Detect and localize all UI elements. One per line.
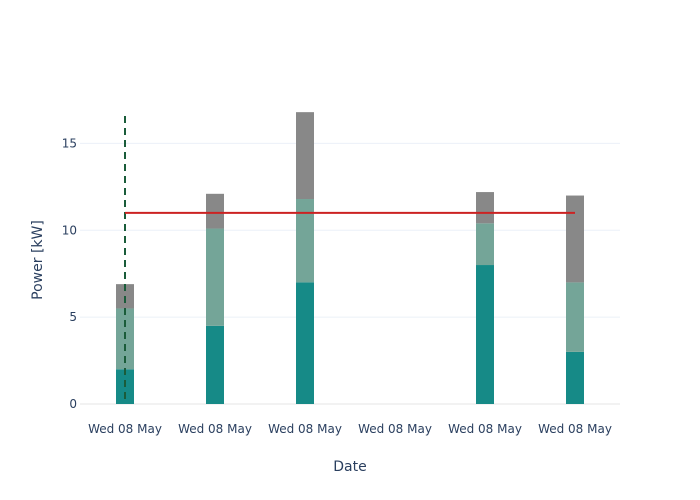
x-tick-label: Wed 08 May [268,422,342,436]
x-tick-labels: Wed 08 May Wed 08 May Wed 08 May Wed 08 May… [88,422,612,436]
bar-segment-0[interactable] [566,351,584,404]
bar-segment-1[interactable] [206,228,224,326]
x-tick-label: Wed 08 May [88,422,162,436]
x-axis-title: Date [333,459,366,475]
bar-segment-0[interactable] [206,325,224,404]
bar-segment-0[interactable] [296,282,314,404]
bar-segment-1[interactable] [566,282,584,352]
bar-segment-1[interactable] [476,223,494,266]
y-tick-label: 5 [69,310,77,324]
y-tick-label: 15 [62,136,77,150]
bar-segment-0[interactable] [476,265,494,404]
y-axis-title: Power [kW] [30,220,46,300]
bars [116,112,584,404]
bar-segment-2[interactable] [206,193,224,229]
bar-segment-2[interactable] [566,195,584,283]
overlay-lines [124,116,575,404]
x-tick-label: Wed 08 May [538,422,612,436]
x-tick-label: Wed 08 May [178,422,252,436]
y-tick-label: 0 [69,397,77,411]
y-tick-label: 10 [62,223,77,237]
y-tick-labels: 0 5 10 15 [62,136,77,411]
bar-segment-2[interactable] [296,112,314,200]
grid-lines [80,142,620,405]
bar-segment-1[interactable] [296,199,314,283]
bar-segment-2[interactable] [476,192,494,224]
x-tick-label: Wed 08 May [358,422,432,436]
x-tick-label: Wed 08 May [448,422,522,436]
